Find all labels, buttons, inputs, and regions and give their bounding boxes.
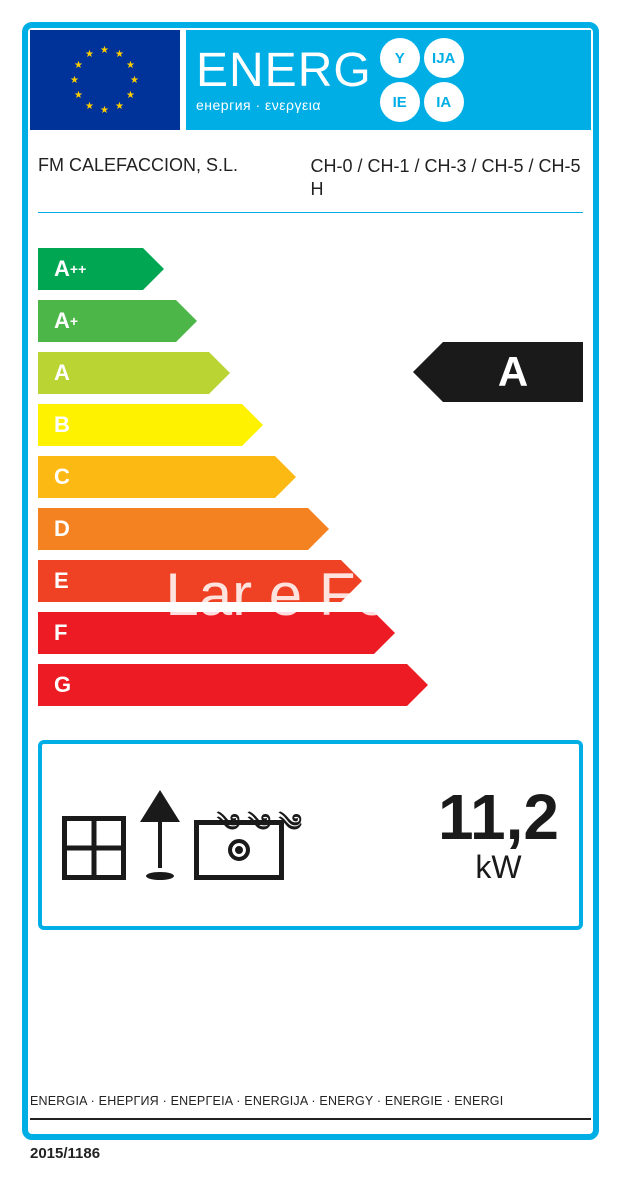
power-text: 11,2 kW	[438, 785, 559, 886]
rating-row: C	[38, 453, 578, 500]
window-icon	[62, 816, 126, 880]
supplier-row: FM CALEFACCION, S.L. CH-0 / CH-1 / CH-3 …	[38, 155, 583, 213]
rating-arrow-C: C	[38, 456, 275, 498]
header-row: ★★★★★★★★★★★★ ENERG енергия · ενεργεια YI…	[30, 30, 591, 130]
eu-flag-icon: ★★★★★★★★★★★★	[30, 30, 180, 130]
stove-icon: ༄༄༄	[194, 820, 284, 880]
power-value: 11,2	[438, 785, 559, 849]
rating-arrow-D: D	[38, 508, 308, 550]
energ-suffix: Y	[380, 38, 420, 78]
rating-arrow-A++: A++	[38, 248, 143, 290]
lamp-icon	[140, 790, 180, 880]
rating-row: B	[38, 401, 578, 448]
energy-label: ★★★★★★★★★★★★ ENERG енергия · ενεργεια YI…	[0, 0, 621, 1182]
regulation-number: 2015/1186	[30, 1145, 100, 1162]
rating-row: A+	[38, 297, 578, 344]
eu-stars: ★★★★★★★★★★★★	[70, 45, 140, 115]
heater-icon-group: ༄༄༄	[62, 790, 284, 880]
rating-arrow-G: G	[38, 664, 407, 706]
power-unit: kW	[438, 849, 559, 886]
rating-scale: A++A+ABCDEFG	[38, 245, 578, 713]
energ-block: ENERG енергия · ενεργεια YIJAIEIA	[186, 30, 591, 130]
rating-row: A++	[38, 245, 578, 292]
energ-subtitle: енергия · ενεργεια	[196, 97, 372, 113]
power-box: ༄༄༄ 11,2 kW	[38, 740, 583, 930]
rating-arrow-A: A	[38, 352, 209, 394]
rating-row: G	[38, 661, 578, 708]
rating-row: E	[38, 557, 578, 604]
rating-arrow-A+: A+	[38, 300, 176, 342]
energ-title: ENERG	[196, 47, 372, 95]
rating-arrow-F: F	[38, 612, 374, 654]
rating-arrow-E: E	[38, 560, 341, 602]
rating-arrow-B: B	[38, 404, 242, 446]
rating-row: D	[38, 505, 578, 552]
energ-suffix: IJA	[424, 38, 464, 78]
class-indicator-label: A	[498, 348, 528, 396]
energ-suffix: IA	[424, 82, 464, 122]
model-name: CH-0 / CH-1 / CH-3 / CH-5 / CH-5 H	[311, 155, 584, 202]
rating-row: F	[38, 609, 578, 656]
energy-words-row: ENERGIA · ЕНЕРГИЯ · ΕΝΕΡΓΕΙΑ · ENERGIJA …	[30, 1094, 591, 1120]
energ-suffix: IE	[380, 82, 420, 122]
supplier-name: FM CALEFACCION, S.L.	[38, 155, 311, 202]
class-indicator: A	[443, 342, 583, 402]
suffix-grid: YIJAIEIA	[380, 38, 464, 122]
